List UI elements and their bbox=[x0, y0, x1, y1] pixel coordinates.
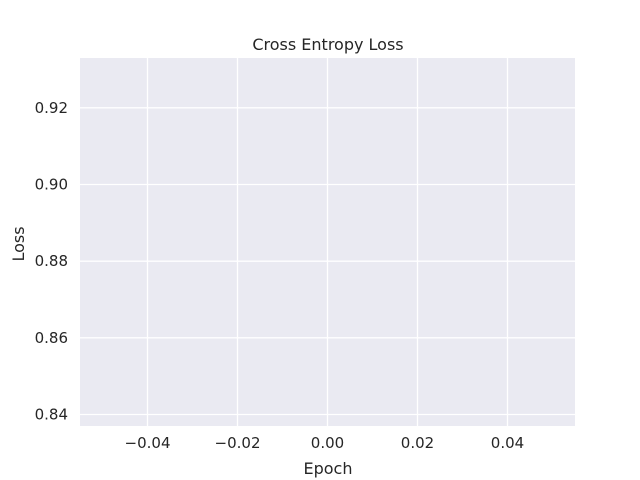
y-axis-label: Loss bbox=[9, 226, 28, 261]
y-tick-label: 0.84 bbox=[35, 406, 68, 424]
y-tick-label: 0.88 bbox=[35, 252, 68, 270]
y-tick-label: 0.86 bbox=[35, 329, 68, 347]
x-tick-label: 0.04 bbox=[491, 434, 524, 452]
y-tick-label: 0.90 bbox=[35, 176, 68, 194]
x-axis-label: Epoch bbox=[304, 459, 353, 478]
x-tick-labels: −0.04 −0.02 0.00 0.02 0.04 bbox=[125, 434, 525, 452]
x-tick-label: −0.02 bbox=[215, 434, 261, 452]
x-tick-label: 0.00 bbox=[311, 434, 344, 452]
chart-title: Cross Entropy Loss bbox=[252, 35, 403, 54]
y-tick-labels: 0.84 0.86 0.88 0.90 0.92 bbox=[35, 99, 68, 424]
y-tick-label: 0.92 bbox=[35, 99, 68, 117]
x-tick-label: −0.04 bbox=[125, 434, 171, 452]
y-gridlines bbox=[80, 107, 575, 416]
x-tick-label: 0.02 bbox=[401, 434, 434, 452]
x-gridlines bbox=[146, 58, 509, 426]
